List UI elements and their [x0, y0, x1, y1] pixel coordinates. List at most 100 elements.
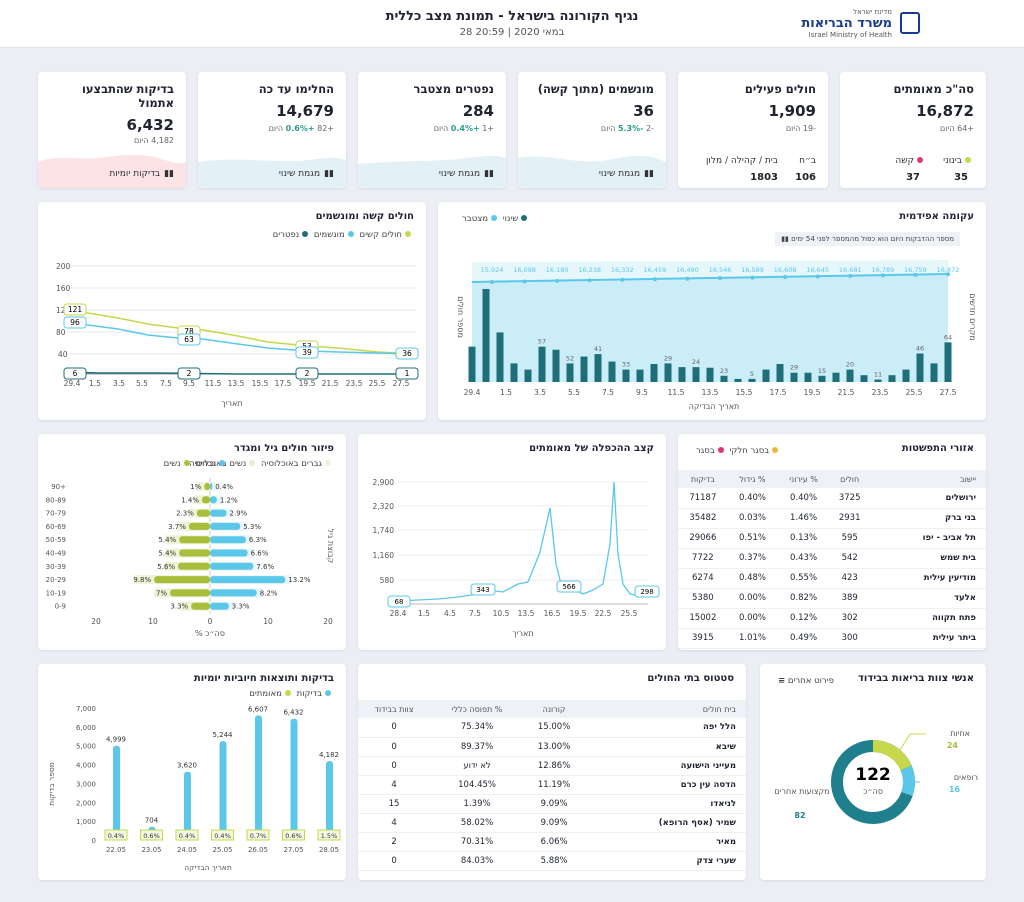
- col-header[interactable]: בית חולים: [584, 700, 746, 718]
- col-header[interactable]: % גידול: [727, 470, 778, 488]
- table-row[interactable]: שיבא 13.00% 89.37% 0: [358, 737, 746, 757]
- col-header[interactable]: % עירוני: [777, 470, 830, 488]
- women-value: 3.7%: [168, 523, 186, 531]
- x-tick: 10: [148, 617, 158, 626]
- trend-link[interactable]: ▮▮מגמת שינוי: [438, 169, 494, 179]
- cumulative-label: 16,459: [643, 266, 666, 274]
- epi-bar: [580, 356, 588, 382]
- col-header[interactable]: חולים: [829, 470, 870, 488]
- table-row[interactable]: ירושלים 3725 0.40% 0.40% 71187: [678, 488, 986, 509]
- details-link[interactable]: פירוט אחרים ≡: [778, 676, 834, 686]
- table-cell: הלל יפה: [584, 718, 746, 738]
- men-bar: [210, 576, 286, 584]
- table-cell: 0.49%: [777, 628, 830, 649]
- x-tick: 13.5: [702, 388, 719, 397]
- table-row[interactable]: מאיר 6.06% 70.31% 2: [358, 832, 746, 852]
- x-axis-label: תאריך: [221, 399, 242, 408]
- epi-bar: [510, 363, 518, 382]
- epi-bar: [524, 369, 532, 382]
- y-axis-label: מספר בדיקות: [47, 762, 56, 806]
- donut-total: 122: [855, 765, 891, 785]
- epi-bar: [538, 346, 546, 382]
- table-row[interactable]: מודיעין עילית 423 0.55% 0.48% 6274: [678, 568, 986, 589]
- trend-link[interactable]: ▮▮בדיקות יומיות: [109, 169, 174, 179]
- table-row[interactable]: בית שמש 542 0.43% 0.37% 7722: [678, 548, 986, 569]
- data-label: 63: [184, 335, 194, 344]
- col-header[interactable]: בדיקות: [678, 470, 728, 488]
- table-row[interactable]: הדסה עין כרם 11.19% 104.45% 4: [358, 775, 746, 795]
- bar-label: 57: [538, 338, 546, 346]
- men-bar: [210, 522, 241, 530]
- positive-pct-box: [211, 829, 234, 841]
- chart-title: בדיקות ותוצאות חיוביות יומיות: [193, 673, 334, 684]
- positive-pct: 0.6%: [143, 832, 160, 840]
- col-header[interactable]: קורונה: [524, 700, 585, 718]
- trend-link[interactable]: ▮▮מגמת שינוי: [278, 169, 334, 179]
- age-group-label: 0-9: [55, 603, 66, 611]
- epi-bar: [566, 363, 574, 382]
- age-group-label: 10-19: [46, 589, 66, 597]
- col-header[interactable]: צוות בבידוד: [358, 700, 431, 718]
- chart-title: סטטוס בתי החולים: [647, 673, 734, 684]
- x-tick: 4.5: [444, 609, 456, 618]
- doubling-line-chart: 2,900 2,320 1,740 1,160 580 28.4 1.5 4.5 7.5 10.…: [373, 478, 660, 638]
- positive-pct: 1.5%: [321, 832, 338, 840]
- hospitals-card: סטטוס בתי החולים בית חולים קורונה % תפוס…: [358, 664, 746, 880]
- chart-title: אזורי התפשטות: [901, 443, 974, 454]
- table-cell: 3915: [678, 628, 728, 649]
- epidemic-chart: 15,924 16,098 16,180 16,238 16,332 16,459 16,4…: [456, 260, 977, 411]
- table-row[interactable]: בני ברק 2931 1.46% 0.03% 35482: [678, 508, 986, 529]
- data-label: 343: [476, 586, 489, 594]
- kpi-ventilated: מונשמים (מתוך קשה) 36 -2 -5.3% היום ▮▮מג…: [518, 72, 666, 188]
- x-tick: 10: [263, 617, 273, 626]
- chart-title: עקומה אפידמית: [899, 211, 974, 222]
- age-group-label: 60-69: [46, 523, 66, 531]
- table-row[interactable]: הלל יפה 15.00% 75.34% 0: [358, 718, 746, 738]
- table-row[interactable]: אלעד 389 0.82% 0.00% 5380: [678, 588, 986, 609]
- x-tick: 11.5: [668, 388, 685, 397]
- men-value: 5.3%: [243, 523, 261, 531]
- x-tick: 19.5: [570, 609, 587, 618]
- x-tick: 25.5: [906, 388, 923, 397]
- age-gender-card: פיזור חולים גיל ומגדר גברים באוכלוסיה נש…: [38, 434, 346, 650]
- y-axis-label: מספר חולים: [456, 296, 465, 338]
- epidemic-curve-card: עקומה אפידמית שינוי מצטבר מספר ההדבקות ה…: [438, 202, 986, 420]
- table-cell: 0.40%: [727, 488, 778, 509]
- table-cell: 1.39%: [430, 794, 525, 814]
- insight-note: מספר ההדבקות היום הוא כפול מהמספר לפני 5…: [775, 232, 960, 246]
- men-value: 0.4%: [215, 483, 233, 491]
- positive-pct-box: [246, 829, 270, 841]
- table-cell: 0.03%: [727, 508, 778, 529]
- men-value: 6.3%: [249, 536, 267, 544]
- segment-label: רופאים: [954, 773, 978, 782]
- x-tick: 22.5: [595, 609, 612, 618]
- epi-bar: [874, 379, 882, 382]
- epi-bar: [776, 364, 784, 382]
- table-row[interactable]: תל אביב - יפו 595 0.13% 0.51% 29066: [678, 528, 986, 549]
- cumulative-point: [848, 273, 853, 278]
- women-bar: [178, 562, 210, 570]
- bar-label: 15: [818, 367, 826, 375]
- table-row[interactable]: פתח תקווה 302 0.12% 0.00% 15002: [678, 608, 986, 629]
- kpi-recovered: החלימו עד כה 14,679 +82 +0.6% היום ▮▮מגמ…: [198, 72, 346, 188]
- trend-link[interactable]: ▮▮מגמת שינוי: [598, 169, 654, 179]
- bar-label: 11: [874, 371, 882, 379]
- bar-label: 29: [664, 354, 672, 362]
- table-row[interactable]: מעייני הישועה 12.86% לא ידוע 0: [358, 756, 746, 776]
- col-header[interactable]: % תפוסה כללי: [430, 700, 525, 718]
- cumulative-label: 16,098: [513, 266, 536, 274]
- table-row[interactable]: לניאדו 9.09% 1.39% 15: [358, 794, 746, 814]
- bar-label: 24: [692, 358, 700, 366]
- y-tick: 200: [56, 262, 71, 271]
- population-women-bar: [196, 482, 210, 491]
- tests-value: 4,182: [319, 751, 339, 759]
- table-row[interactable]: ביתר עילית 300 0.49% 1.01% 3915: [678, 628, 986, 649]
- kpi-active: חולים פעילים 1,909 -19 היום ב״ח בית / קה…: [678, 72, 828, 188]
- table-row[interactable]: שערי צדק 5.88% 84.03% 0: [358, 851, 746, 871]
- chart-title: פיזור חולים גיל ומגדר: [233, 443, 334, 454]
- donut-total-label: סה״כ: [863, 787, 883, 796]
- epi-bar: [622, 369, 630, 382]
- epi-bar: [706, 367, 714, 382]
- table-row[interactable]: שמיר (אסף הרופא) 9.09% 58.02% 4: [358, 813, 746, 833]
- col-header[interactable]: יישוב: [869, 470, 986, 488]
